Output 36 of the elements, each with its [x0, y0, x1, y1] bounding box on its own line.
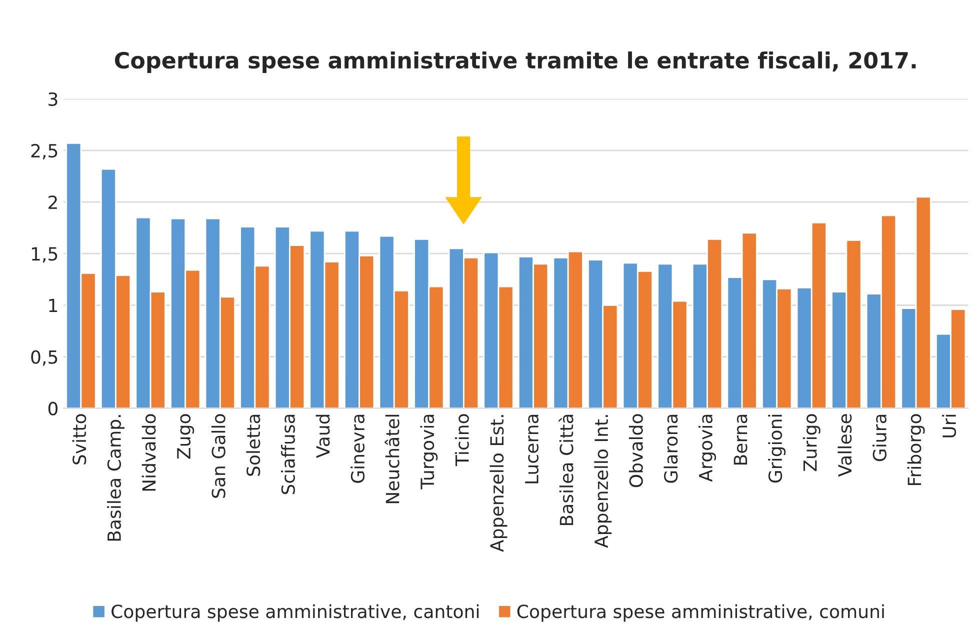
x-tick-label: Appenzello Est.: [490, 415, 508, 552]
x-tick-label: Grigioni: [768, 414, 786, 483]
x-tick-label: Zurigo: [802, 414, 820, 472]
legend-label: Copertura spese amministrative, cantoni: [112, 604, 479, 622]
x-tick-label: Basilea Città: [558, 414, 574, 526]
x-tick-label: Berna: [734, 414, 748, 465]
x-tick-label: Nidvaldo: [142, 414, 156, 491]
x-tick-label: Giura: [872, 414, 886, 462]
y-tick-label: 1: [49, 298, 58, 312]
y-tick-label: 2,5: [31, 144, 58, 160]
y-tick-label: 2: [48, 195, 57, 209]
x-tick-label: Appenzello Int.: [594, 415, 612, 548]
x-tick-label: Basilea Camp.: [107, 415, 124, 541]
x-tick-label: Ticino: [454, 414, 469, 466]
y-tick-label: 0: [48, 402, 58, 416]
x-tick-label: Zugo: [177, 414, 194, 459]
x-tick-label: Friborgo: [907, 414, 925, 486]
x-tick-label: Uri: [942, 414, 956, 438]
x-tick-label: Soletta: [246, 414, 260, 476]
x-tick-label: Argovia: [698, 414, 716, 482]
x-tick-label: Svitto: [72, 414, 86, 464]
x-tick-label: San Gallo: [211, 414, 226, 498]
x-tick-label: Lucerna: [525, 414, 539, 484]
x-tick-label: Sciaffusa: [280, 414, 295, 494]
legend-label: Copertura spese amministrative, comuni: [517, 604, 884, 622]
y-tick-label: 0,5: [31, 350, 58, 366]
y-tick-label: 3: [48, 92, 58, 106]
x-tick-label: Vallese: [838, 414, 852, 477]
x-tick-label: Neuchâtel: [384, 414, 400, 504]
x-tick-label: Obvaldo: [628, 414, 643, 488]
x-tick-label: Ginevra: [350, 414, 365, 483]
y-tick-label: 1,5: [32, 247, 58, 263]
x-tick-label: Turgovia: [420, 414, 438, 490]
x-tick-label: Vaud: [316, 414, 330, 458]
x-tick-label: Glarona: [664, 414, 678, 483]
chart-title: Copertura spese amministrative tramite le entrate fiscali, 2017.: [114, 51, 916, 73]
